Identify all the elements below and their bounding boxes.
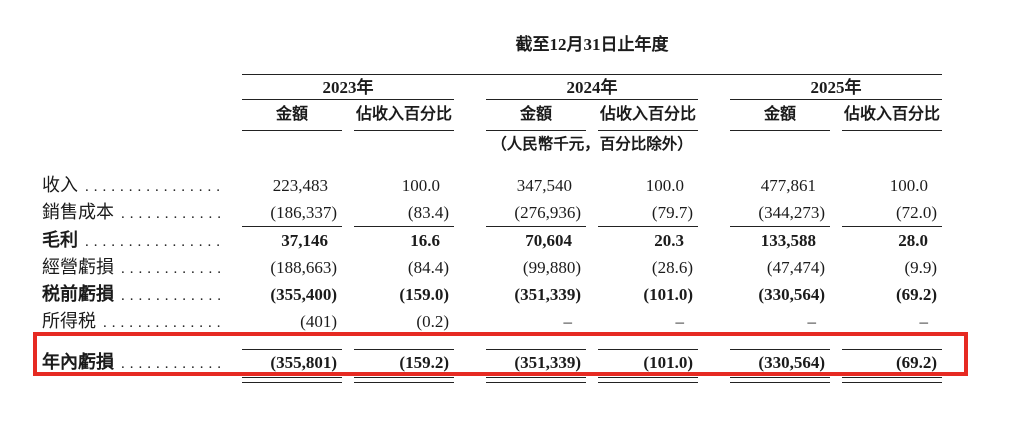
financial-table: 截至12月31日止年度 2023年 2024年 2025年 金額 佔收入百分比 … xyxy=(42,30,943,385)
cell-value: (351,339) xyxy=(514,285,581,304)
cell-value: 70,604 xyxy=(525,231,572,250)
amount-header-2023: 金額 xyxy=(242,99,342,131)
pct-header-2023: 佔收入百分比 xyxy=(354,99,454,131)
amount-header-2025: 金額 xyxy=(730,99,830,131)
dot-leader: ........................................… xyxy=(121,356,220,372)
pct-header-2025: 佔收入百分比 xyxy=(842,99,943,131)
cell-value: (355,801) xyxy=(270,353,337,372)
cell-value: 28.0 xyxy=(898,231,929,250)
dot-leader: ........................................… xyxy=(85,234,220,250)
year-header-2023: 2023年 xyxy=(242,74,454,100)
dot-leader: ........................................… xyxy=(85,180,220,195)
cell-value: (79.7) xyxy=(651,203,693,222)
table-row-loss-for-year: 年內虧損 ...................................… xyxy=(42,349,943,375)
cell-value: 100.0 xyxy=(645,176,684,195)
period-header: 截至12月31日止年度 xyxy=(242,30,943,75)
cell-value: (344,273) xyxy=(758,203,825,222)
cell-value: (330,564) xyxy=(758,285,825,304)
row-label: 銷售成本 xyxy=(42,202,114,223)
table-row-cost-of-sales: 銷售成本 ...................................… xyxy=(42,199,943,227)
table-row-loss-before-tax: 税前虧損 ...................................… xyxy=(42,281,942,308)
table-row-revenue: 收入 .....................................… xyxy=(42,172,942,199)
cell-value: (101.0) xyxy=(643,285,693,304)
cell-value: (188,663) xyxy=(270,258,337,277)
cell-value: 477,861 xyxy=(760,176,816,195)
cell-value: (351,339) xyxy=(514,353,581,372)
dot-leader: ........................................… xyxy=(121,262,220,277)
year-header-row: 2023年 2024年 2025年 xyxy=(42,74,943,100)
cell-value: – xyxy=(807,312,817,331)
cell-value: (401) xyxy=(300,312,337,331)
year-header-2025: 2025年 xyxy=(730,74,943,100)
cell-value: – xyxy=(919,312,929,331)
cell-value: 100.0 xyxy=(401,176,440,195)
cell-value: (28.6) xyxy=(651,258,693,277)
cell-value: (0.2) xyxy=(416,312,449,331)
subheader-row: 金額 佔收入百分比 金額 佔收入百分比 金額 佔收入百分比 xyxy=(42,99,943,131)
pct-header-2024: 佔收入百分比 xyxy=(598,99,698,131)
double-rule-row xyxy=(42,375,943,385)
cell-value: (276,936) xyxy=(514,203,581,222)
cell-value: (84.4) xyxy=(407,258,449,277)
cell-value: – xyxy=(563,312,573,331)
double-underline xyxy=(598,377,698,383)
dot-leader: ........................................… xyxy=(121,289,220,304)
double-underline xyxy=(242,377,342,383)
row-label: 收入 xyxy=(42,175,78,195)
unit-note: （人民幣千元，百分比除外） xyxy=(491,136,693,154)
row-label: 所得税 xyxy=(42,311,96,331)
cell-value: (69.2) xyxy=(895,353,938,372)
dot-leader: ........................................… xyxy=(121,207,220,223)
cell-value: (83.4) xyxy=(407,203,449,222)
amount-header-2024: 金額 xyxy=(486,99,586,131)
double-underline xyxy=(730,377,830,383)
cell-value: 100.0 xyxy=(889,176,929,195)
row-label: 税前虧損 xyxy=(42,284,114,304)
cell-value: (101.0) xyxy=(643,353,693,372)
cell-value: 347,540 xyxy=(516,176,572,195)
cell-value: 133,588 xyxy=(760,231,816,250)
dot-leader: ........................................… xyxy=(103,316,220,331)
table-row-income-tax: 所得税 ....................................… xyxy=(42,308,942,335)
cell-value: (9.9) xyxy=(904,258,938,277)
cell-value: (69.2) xyxy=(895,285,938,304)
row-label: 年內虧損 xyxy=(42,351,114,372)
double-underline xyxy=(842,377,943,383)
cell-value: (159.2) xyxy=(399,353,449,372)
row-label: 毛利 xyxy=(42,229,78,250)
cell-value: (330,564) xyxy=(758,353,825,372)
table-row-gross-profit: 毛利 .....................................… xyxy=(42,227,942,255)
cell-value: (99,880) xyxy=(522,258,581,277)
cell-value: 223,483 xyxy=(272,176,328,195)
year-header-2024: 2024年 xyxy=(486,74,698,100)
cell-value: 16.6 xyxy=(410,231,440,250)
table-row-operating-loss: 經營虧損 ...................................… xyxy=(42,254,942,281)
period-header-row: 截至12月31日止年度 xyxy=(42,30,943,75)
double-underline xyxy=(486,377,586,383)
cell-value: 37,146 xyxy=(281,231,328,250)
cell-value: – xyxy=(675,312,685,331)
cell-value: (72.0) xyxy=(895,203,938,222)
cell-value: (159.0) xyxy=(399,285,449,304)
double-underline xyxy=(354,377,454,383)
cell-value: (186,337) xyxy=(270,203,337,222)
cell-value: 20.3 xyxy=(654,231,684,250)
unit-note-row: （人民幣千元，百分比除外） xyxy=(42,131,942,160)
cell-value: (47,474) xyxy=(766,258,825,277)
row-label: 經營虧損 xyxy=(42,257,114,277)
cell-value: (355,400) xyxy=(270,285,337,304)
